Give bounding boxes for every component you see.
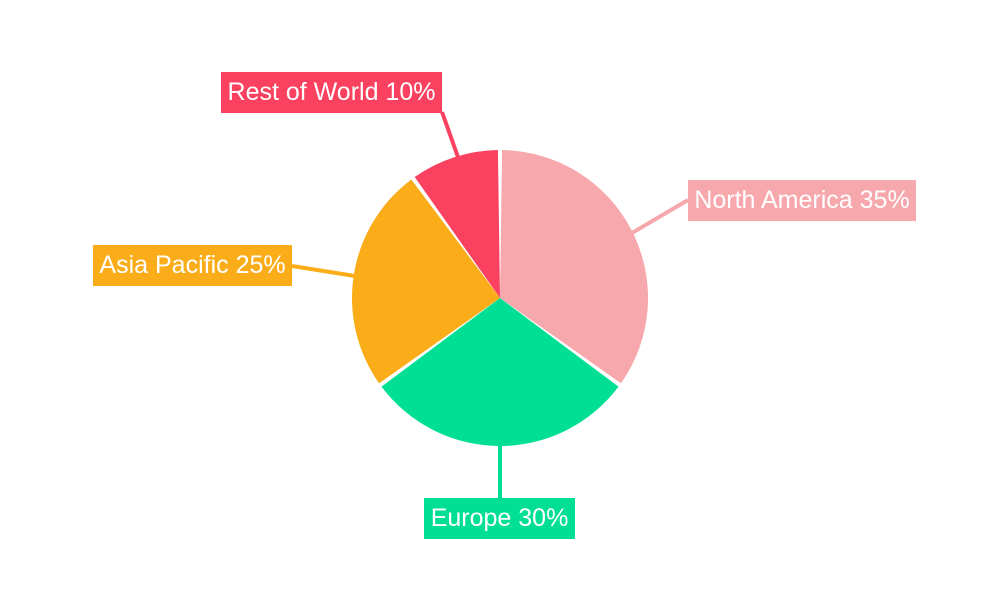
pie-slices-group bbox=[351, 150, 649, 447]
pie-slice-north-america[interactable] bbox=[500, 150, 649, 384]
pie-slice-rest-of-world[interactable] bbox=[414, 150, 500, 298]
pie-slice-europe[interactable] bbox=[381, 298, 619, 447]
slice-label-asia-pacific[interactable]: Asia Pacific 25% bbox=[93, 245, 292, 286]
leader-line-north-america bbox=[630, 198, 690, 235]
slice-label-north-america[interactable]: North America 35% bbox=[688, 180, 916, 221]
leader-lines-group bbox=[291, 111, 690, 498]
slice-label-europe[interactable]: Europe 30% bbox=[424, 498, 575, 539]
leader-line-asia-pacific bbox=[291, 264, 356, 278]
slice-label-rest-of-world[interactable]: Rest of World 10% bbox=[221, 72, 442, 113]
pie-slice-asia-pacific[interactable] bbox=[351, 179, 500, 384]
leader-line-rest-of-world bbox=[440, 111, 461, 161]
